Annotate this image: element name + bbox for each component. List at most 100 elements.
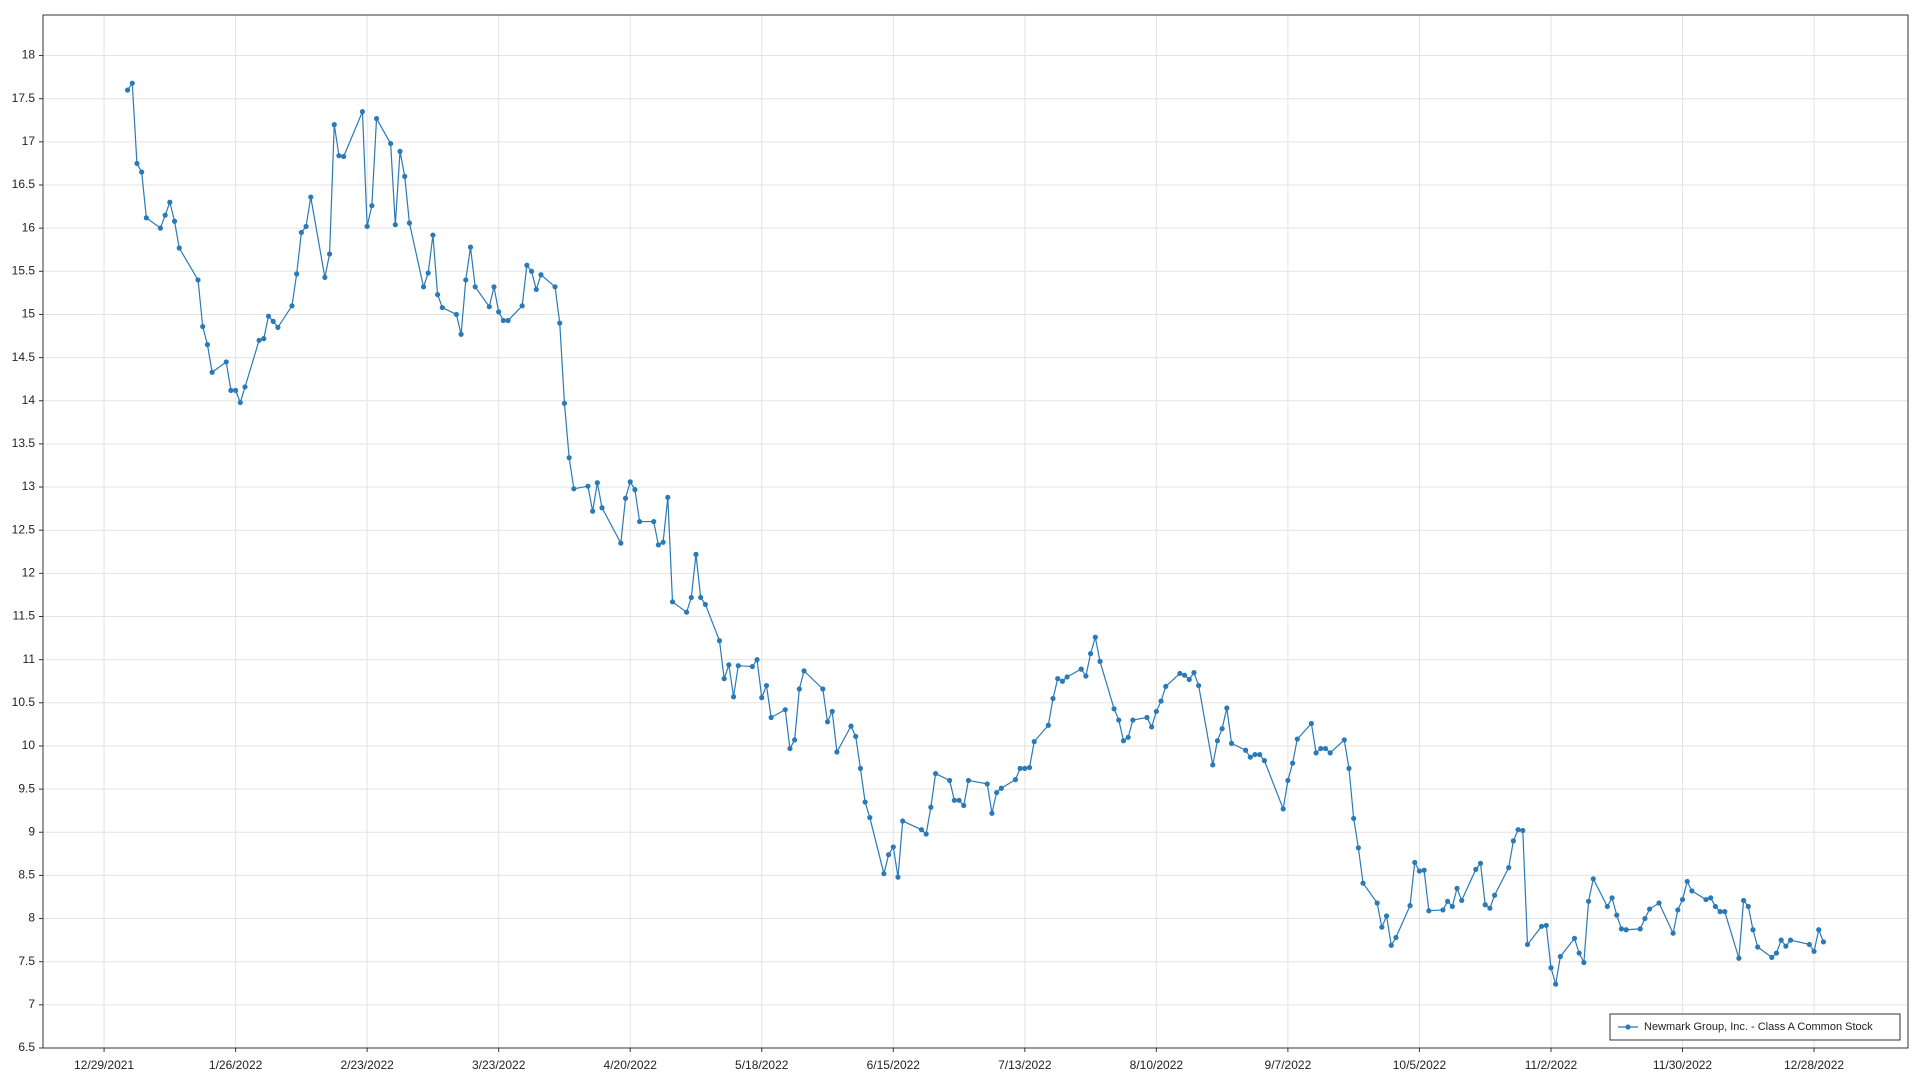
data-point [1712, 903, 1718, 910]
data-point [524, 262, 530, 268]
y-tick-label: 12 [22, 566, 36, 580]
data-point [1252, 751, 1258, 758]
data-point [599, 505, 605, 511]
data-point [195, 277, 201, 283]
data-point [270, 318, 276, 324]
data-point [1383, 913, 1390, 919]
data-point [862, 799, 868, 805]
data-point [406, 220, 413, 226]
y-tick-label: 10 [22, 738, 36, 752]
data-point [730, 694, 737, 700]
data-point [1604, 903, 1610, 910]
data-point [956, 797, 962, 803]
data-point [1111, 706, 1117, 712]
data-point [289, 303, 295, 309]
data-point [1783, 943, 1789, 949]
data-point [369, 203, 375, 209]
data-point [1553, 981, 1559, 987]
data-point [1294, 736, 1300, 742]
data-point [998, 785, 1004, 791]
y-tick-label: 15.5 [12, 263, 36, 277]
x-tick-label: 6/15/2022 [867, 1058, 921, 1072]
data-point [1548, 965, 1554, 971]
data-point [233, 387, 239, 394]
data-point [1811, 948, 1817, 954]
data-point [749, 663, 755, 670]
data-point [726, 662, 732, 668]
y-tick-label: 16 [22, 220, 36, 234]
data-point [1224, 705, 1230, 711]
data-point [1520, 827, 1526, 834]
data-point [1515, 827, 1521, 833]
data-point [139, 169, 145, 175]
data-point [1017, 765, 1023, 771]
data-point [373, 115, 380, 122]
data-point [162, 212, 168, 218]
data-point [425, 270, 431, 276]
data-point [1684, 878, 1690, 885]
data-point [759, 695, 765, 701]
data-point [1769, 954, 1775, 960]
data-point [1689, 888, 1695, 894]
data-point [204, 342, 211, 348]
data-point [496, 309, 502, 315]
data-point [824, 719, 831, 725]
data-point [1059, 678, 1066, 684]
data-point [528, 268, 535, 274]
data-point [486, 304, 492, 310]
data-point [782, 707, 788, 713]
data-point [1421, 867, 1427, 873]
data-point [331, 121, 337, 128]
data-point [566, 455, 572, 461]
data-point [1637, 926, 1643, 932]
data-point [1346, 765, 1352, 771]
x-tick-label: 9/7/2022 [1265, 1058, 1312, 1072]
data-point [176, 245, 182, 251]
data-point [1322, 745, 1329, 752]
data-point [1454, 885, 1460, 891]
y-tick-label: 8 [28, 911, 35, 925]
data-point [1736, 955, 1742, 961]
data-point [129, 80, 135, 86]
data-point [1308, 720, 1314, 727]
data-point [1120, 738, 1127, 744]
y-tick-label: 11 [23, 652, 36, 666]
data-point [1257, 751, 1263, 758]
data-point [237, 399, 243, 406]
plot-border [42, 14, 1909, 1049]
data-point [622, 495, 629, 501]
data-point [1163, 683, 1169, 690]
y-tick-label: 17.5 [12, 91, 36, 105]
data-point [1740, 897, 1747, 904]
data-point [561, 400, 568, 406]
data-point [683, 609, 690, 615]
data-point [669, 599, 676, 605]
y-tick-label: 6.5 [18, 1040, 35, 1054]
x-tick-label: 8/10/2022 [1130, 1058, 1184, 1072]
data-point [796, 686, 802, 692]
data-point [1816, 927, 1822, 933]
data-point [336, 153, 342, 159]
data-point [895, 874, 901, 880]
data-point [961, 802, 967, 809]
data-point [1755, 944, 1761, 950]
data-point [275, 324, 281, 331]
data-point [571, 486, 577, 492]
data-point [491, 284, 497, 290]
data-point [467, 244, 474, 250]
data-point [1012, 777, 1019, 783]
data-point [1407, 903, 1413, 909]
data-point [1285, 777, 1291, 784]
data-point [1538, 923, 1545, 929]
data-point [1609, 895, 1615, 901]
data-point [458, 331, 464, 337]
data-point [1773, 950, 1780, 956]
data-point [1440, 907, 1446, 913]
data-point [1026, 764, 1033, 771]
data-point [1177, 670, 1183, 677]
data-point [881, 871, 887, 877]
data-point [1787, 937, 1794, 943]
data-point [1243, 747, 1249, 753]
data-point [1116, 717, 1122, 723]
data-point [848, 723, 854, 729]
